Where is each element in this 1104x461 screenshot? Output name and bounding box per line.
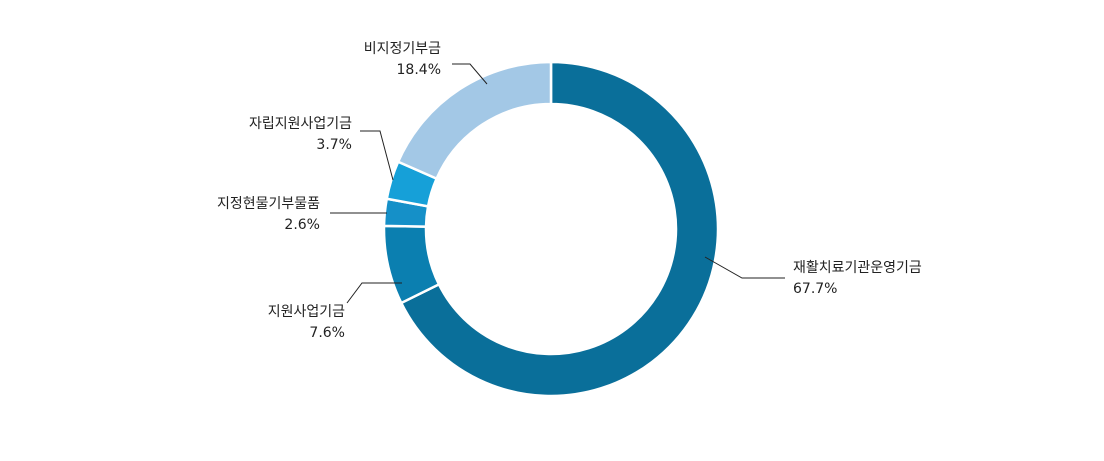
category-label: 지정현물기부물품 [217, 196, 320, 212]
value-label: 67.7% [793, 281, 837, 297]
leader-line [360, 130, 394, 181]
value-label: 3.7% [316, 137, 352, 153]
leader-line [452, 63, 488, 85]
value-label: 2.6% [284, 217, 320, 233]
donut-segment [399, 60, 720, 398]
category-label: 비지정기부금 [364, 41, 441, 57]
donut-segment [396, 60, 553, 181]
category-label: 지원사업기금 [268, 304, 345, 320]
leader-line [346, 282, 402, 304]
value-label: 7.6% [309, 325, 345, 341]
category-label: 재활치료기관운영기금 [793, 260, 922, 276]
leader-line [704, 256, 785, 279]
value-label: 18.4% [397, 62, 441, 78]
category-label: 자립지원사업기금 [249, 116, 352, 132]
